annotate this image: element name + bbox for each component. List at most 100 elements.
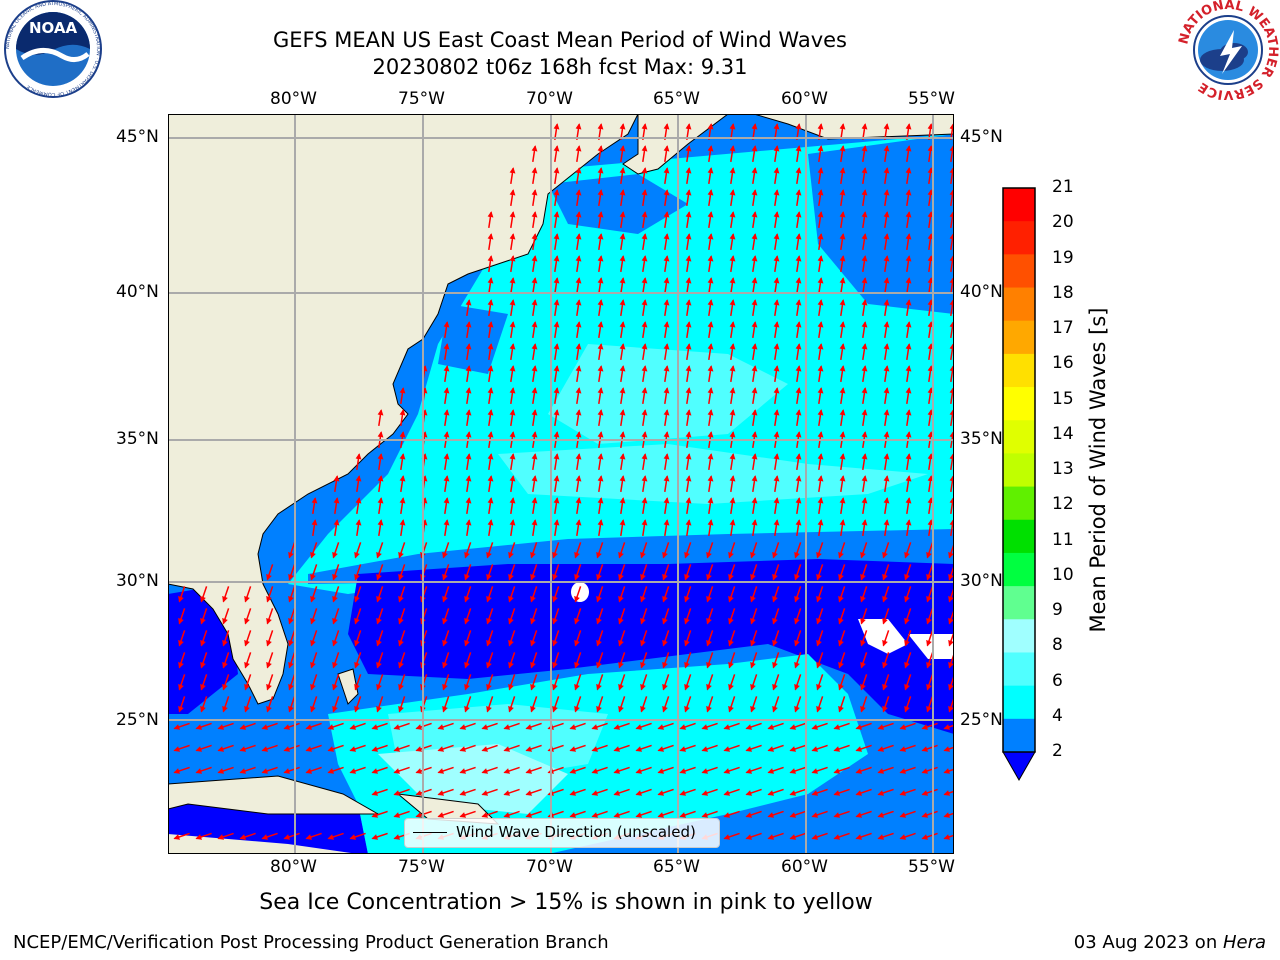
wave-direction-arrow xyxy=(706,608,714,625)
wave-direction-arrow xyxy=(816,608,824,625)
wave-direction-arrow xyxy=(613,810,630,818)
wave-direction-arrow xyxy=(613,766,630,774)
wave-direction-arrow xyxy=(552,564,560,581)
wave-direction-arrow xyxy=(481,722,498,730)
wave-direction-arrow xyxy=(376,630,384,647)
wave-direction-arrow xyxy=(333,475,340,493)
wave-direction-arrow xyxy=(641,321,648,339)
wave-direction-arrow xyxy=(685,387,692,405)
wave-direction-arrow xyxy=(706,652,714,669)
wave-direction-arrow xyxy=(553,387,560,405)
wave-direction-arrow xyxy=(773,255,780,273)
wave-direction-arrow xyxy=(750,608,758,625)
map-legend: Wind Wave Direction (unscaled) xyxy=(404,818,720,848)
wave-direction-arrow xyxy=(926,586,934,603)
wave-direction-arrow xyxy=(619,145,626,163)
wave-direction-arrow xyxy=(794,630,802,647)
wave-direction-arrow xyxy=(553,409,560,427)
wave-direction-arrow xyxy=(707,189,714,207)
wave-direction-arrow xyxy=(266,652,274,669)
wind-wave-arrows xyxy=(173,123,954,840)
wave-direction-arrow xyxy=(641,519,648,537)
wave-direction-arrow xyxy=(283,832,300,840)
wave-direction-arrow xyxy=(811,832,828,840)
colorbar-tick: 17 xyxy=(1052,318,1074,338)
wave-direction-arrow xyxy=(531,255,538,273)
wave-direction-arrow xyxy=(817,277,824,295)
wave-direction-arrow xyxy=(685,519,692,537)
wave-direction-arrow xyxy=(751,365,758,383)
wave-direction-arrow xyxy=(398,586,406,603)
wave-direction-arrow xyxy=(833,788,850,796)
wave-direction-arrow xyxy=(393,788,410,796)
lat-tick-left: 25°N xyxy=(116,710,159,730)
wave-direction-arrow xyxy=(349,744,366,752)
wave-direction-arrow xyxy=(553,167,560,185)
wave-direction-arrow xyxy=(855,832,872,840)
wave-direction-arrow xyxy=(861,343,868,361)
wave-direction-arrow xyxy=(393,744,410,752)
wave-direction-arrow xyxy=(685,343,692,361)
wave-direction-arrow xyxy=(838,674,846,691)
wave-direction-arrow xyxy=(949,475,954,493)
wave-direction-arrow xyxy=(486,586,494,603)
wave-direction-arrow xyxy=(905,409,912,427)
wave-direction-arrow xyxy=(465,299,472,317)
wave-direction-arrow xyxy=(222,652,230,669)
wave-direction-arrow xyxy=(927,167,934,185)
wave-direction-arrow xyxy=(772,630,780,647)
wave-direction-arrow xyxy=(685,145,692,163)
wave-direction-arrow xyxy=(349,766,366,774)
legend-label: Wind Wave Direction (unscaled) xyxy=(456,823,696,841)
wave-direction-arrow xyxy=(905,387,912,405)
wave-direction-arrow xyxy=(509,519,516,537)
wave-direction-arrow xyxy=(927,211,934,229)
legend-line-swatch xyxy=(413,832,447,833)
wave-direction-arrow xyxy=(327,766,344,774)
wave-direction-arrow xyxy=(795,145,802,163)
wave-direction-arrow xyxy=(795,497,802,515)
wave-direction-arrow xyxy=(596,586,604,603)
wave-direction-arrow xyxy=(553,233,560,251)
wave-direction-arrow xyxy=(943,724,954,730)
wave-direction-arrow xyxy=(767,744,784,752)
wave-direction-arrow xyxy=(553,475,560,493)
wave-direction-arrow xyxy=(927,255,934,273)
wave-direction-arrow xyxy=(679,744,696,752)
wave-direction-arrow xyxy=(882,586,890,603)
wave-direction-arrow xyxy=(465,387,472,405)
wave-direction-arrow xyxy=(883,343,890,361)
wave-direction-arrow xyxy=(619,475,626,493)
wave-direction-arrow xyxy=(905,299,912,317)
colorbar-band xyxy=(1003,387,1035,421)
wave-direction-arrow xyxy=(794,586,802,603)
wave-direction-arrow xyxy=(553,365,560,383)
wave-direction-arrow xyxy=(398,542,406,559)
wave-direction-arrow xyxy=(443,343,450,361)
wave-direction-arrow xyxy=(332,674,340,691)
wave-direction-arrow xyxy=(751,475,758,493)
wave-direction-arrow xyxy=(904,542,912,559)
wave-direction-arrow xyxy=(860,608,868,625)
wave-direction-arrow xyxy=(723,744,740,752)
wave-direction-arrow xyxy=(487,475,494,493)
wave-direction-arrow xyxy=(745,810,762,818)
wave-direction-arrow xyxy=(685,321,692,339)
wave-direction-arrow xyxy=(332,542,340,559)
ocean-6-8s xyxy=(548,344,788,444)
wave-direction-arrow xyxy=(795,343,802,361)
wave-direction-arrow xyxy=(178,696,186,713)
wave-direction-arrow xyxy=(640,630,648,647)
wave-direction-arrow xyxy=(575,189,582,207)
wave-direction-arrow xyxy=(283,766,300,774)
wave-direction-arrow xyxy=(464,564,472,581)
wave-direction-arrow xyxy=(745,722,762,730)
wave-direction-arrow xyxy=(596,652,604,669)
wave-direction-arrow xyxy=(173,766,190,774)
wave-direction-arrow xyxy=(531,387,538,405)
noaa-logo: NOAA NATIONAL OCEANIC AND ATMOSPHERIC AD… xyxy=(4,0,102,98)
wave-direction-arrow xyxy=(751,255,758,273)
footer-date: 03 Aug 2023 on Hera xyxy=(1074,932,1266,953)
wave-direction-arrow xyxy=(662,586,670,603)
map-title: GEFS MEAN US East Coast Mean Period of W… xyxy=(273,28,847,52)
